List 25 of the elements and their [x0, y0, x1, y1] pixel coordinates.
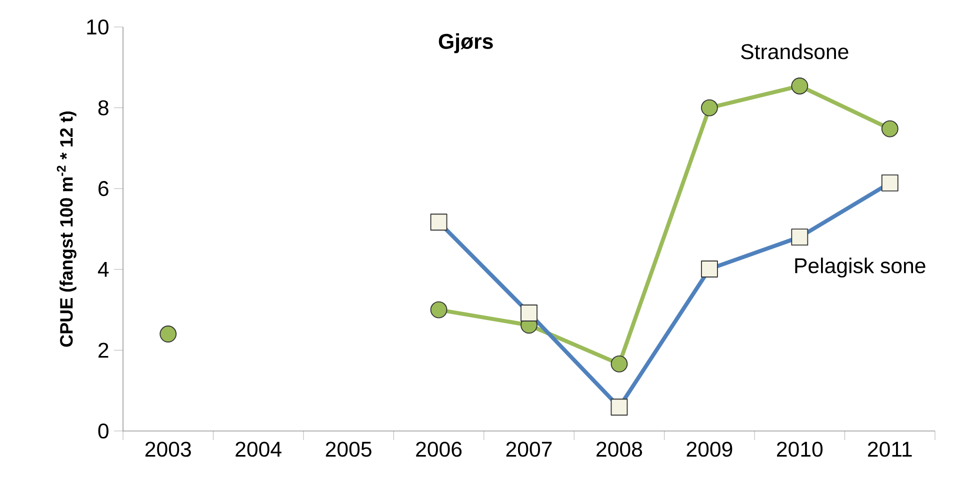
x-tick-label: 2011 [868, 442, 912, 457]
point [791, 78, 808, 94]
point [610, 355, 628, 372]
point [430, 301, 448, 318]
chart-title: Gjørs [438, 33, 493, 54]
series-label: Strandsone [741, 44, 848, 60]
y-tick-label: 2 [98, 342, 108, 358]
x-tick-label: 2004 [236, 442, 282, 457]
x-tick-label: 2006 [416, 442, 462, 457]
point [160, 326, 177, 342]
y-tick-label: 0 [98, 423, 108, 439]
y-tick-label: 4 [98, 262, 109, 277]
x-tick-label: 2010 [777, 442, 823, 457]
x-tick-label: 2007 [506, 442, 552, 457]
x-tick-label: 2008 [596, 442, 642, 457]
point [700, 99, 718, 116]
series-label: Pelagisk sone [795, 258, 926, 278]
x-tick-label: 2009 [686, 442, 732, 457]
y-tick-label: 10 [87, 19, 108, 35]
y-tick-label: 8 [98, 100, 108, 116]
point [881, 120, 898, 138]
x-tick-label: 2005 [326, 442, 372, 457]
y-axis-title: CPUE (fangst 100 m$^{-2}$ * 12 t) [56, 111, 76, 347]
x-tick-label: 2003 [145, 442, 191, 457]
y-tick-label: 6 [98, 181, 108, 196]
